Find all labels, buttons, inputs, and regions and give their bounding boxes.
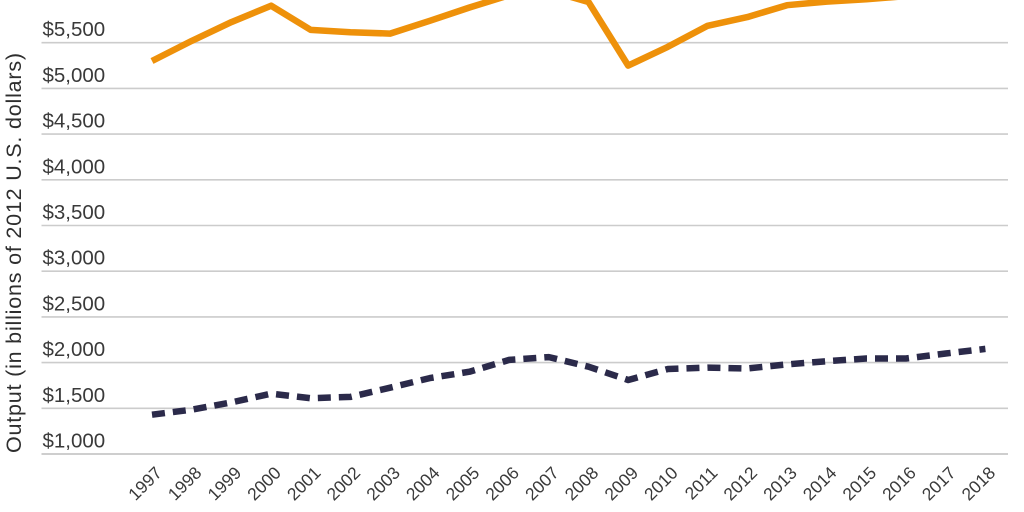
dashed-navy-output-line [151,345,986,418]
x-tick-label: 2018 [958,463,1000,505]
x-tick-label: 2012 [719,463,761,505]
gridlines-group [41,41,1008,455]
x-tick-label: 1999 [204,463,246,505]
x-tick-label: 2017 [918,463,960,505]
x-tick-label: 2011 [681,463,722,504]
y-tick-label: $3,000 [43,247,106,270]
x-tick-label: 2005 [442,463,484,505]
x-tick-label: 2007 [521,463,563,505]
x-tick-label: 2013 [759,463,801,505]
y-tick-label: $2,000 [43,338,106,361]
x-tick-label: 2001 [283,463,325,505]
x-tick-label: 2016 [878,463,920,505]
y-tick-label: $5,500 [43,18,106,41]
y-tick-label: $4,500 [43,110,106,133]
y-tick-label: $4,000 [43,155,106,178]
y-axis-tick-labels: $5,500 $5,000 $4,500 $4,000 $3,500 $3,000 $2,5… [43,18,106,452]
y-tick-label: $1,500 [43,384,106,407]
y-tick-label: $1,000 [43,430,106,453]
y-tick-label: $5,000 [43,64,106,87]
x-tick-label: 2000 [243,463,285,505]
x-tick-label: 1998 [164,463,206,505]
x-tick-label: 2010 [640,463,682,505]
x-tick-label: 2008 [561,463,603,505]
x-tick-label: 2004 [402,463,444,505]
x-tick-label: 2009 [600,463,642,505]
x-tick-label: 2015 [838,463,880,505]
x-axis-tick-labels: 1997199819992000200120022003200420052006… [124,463,999,505]
x-tick-label: 2002 [323,463,365,505]
y-axis-title: Output (in billions of 2012 U.S. dollars… [2,52,26,453]
x-tick-label: 2014 [799,463,841,505]
x-tick-label: 1997 [124,463,166,505]
series-lines-group [150,0,986,418]
y-tick-label: $2,500 [43,292,106,315]
solid-orange-output-line [150,0,899,69]
x-tick-label: 2003 [362,463,404,505]
y-tick-label: $3,500 [43,201,106,224]
x-tick-label: 2006 [481,463,523,505]
